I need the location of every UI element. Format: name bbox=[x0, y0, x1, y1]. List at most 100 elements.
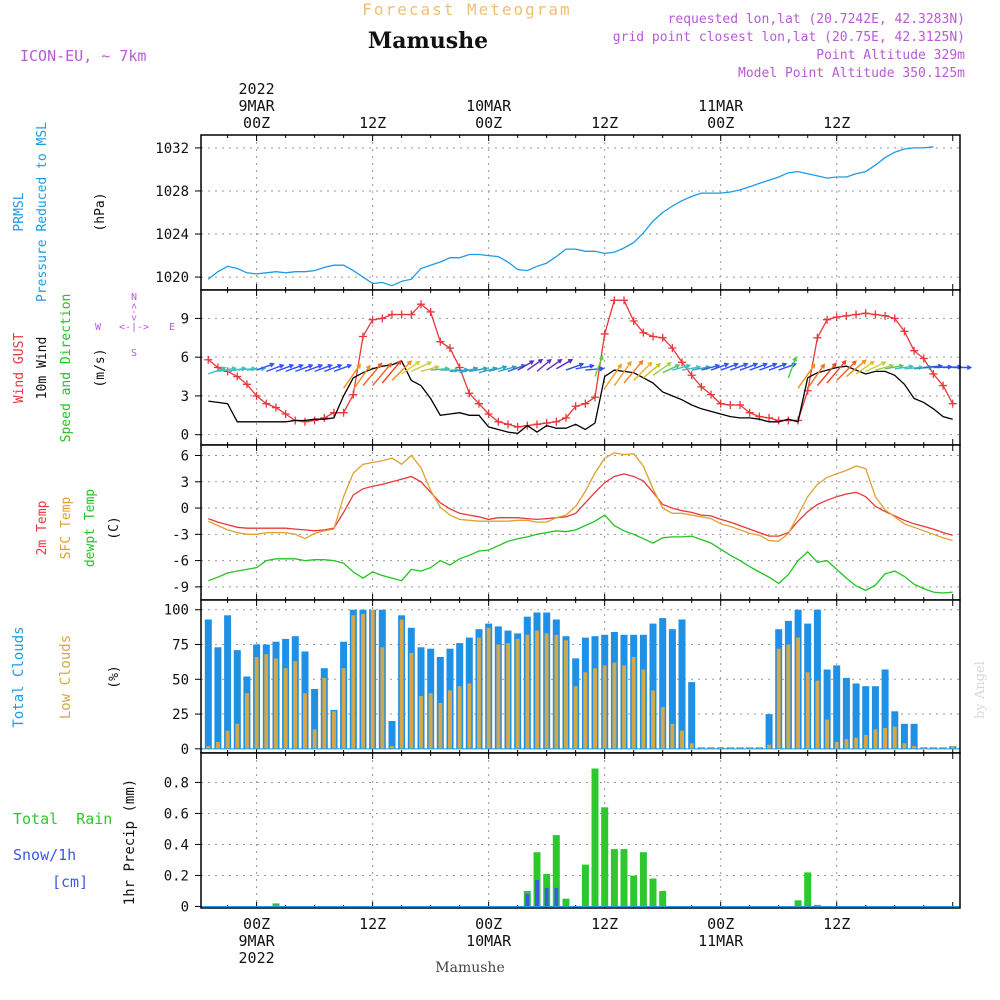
total-rain-label: Total Rain bbox=[13, 810, 112, 828]
wind-arrow bbox=[710, 362, 730, 371]
bar-low-clouds bbox=[815, 680, 820, 749]
bar-total-rain bbox=[601, 807, 609, 907]
point-altitude: Point Altitude 329m bbox=[816, 48, 965, 63]
series-line-10m-wind bbox=[208, 360, 953, 435]
gust-marker bbox=[387, 310, 396, 319]
bar-low-clouds bbox=[883, 728, 887, 749]
gust-marker bbox=[813, 333, 822, 342]
gridpoint-coords: grid point closest lon,lat (20.75E, 42.3… bbox=[613, 30, 965, 45]
bar-low-clouds bbox=[564, 640, 568, 749]
gust-marker bbox=[929, 369, 938, 378]
bar-total-clouds bbox=[224, 615, 232, 749]
bar-low-clouds bbox=[641, 669, 646, 749]
bar-total-clouds bbox=[900, 723, 908, 749]
wind-arrow bbox=[362, 362, 383, 387]
gust-marker bbox=[649, 332, 658, 341]
bar-low-clouds bbox=[728, 747, 733, 749]
bar-low-clouds bbox=[312, 729, 317, 749]
cloud-unit-label: (%) bbox=[107, 665, 122, 688]
bar-total-clouds bbox=[649, 623, 657, 749]
temperature-ytick-label: 0 bbox=[181, 501, 189, 517]
bar-low-clouds bbox=[544, 633, 549, 749]
bar-low-clouds bbox=[380, 647, 385, 749]
time-label: 00Z bbox=[475, 915, 502, 933]
gust-marker bbox=[426, 307, 435, 316]
wind-ytick-label: 3 bbox=[181, 389, 189, 405]
temperature-ytick-label: -6 bbox=[172, 554, 189, 570]
gust-marker bbox=[948, 399, 957, 408]
bar-low-clouds bbox=[361, 613, 365, 749]
wind-ytick-label: 6 bbox=[181, 350, 189, 366]
temperature-plot-area bbox=[201, 445, 960, 600]
wind-arrow bbox=[787, 356, 798, 379]
bar-low-clouds bbox=[738, 747, 742, 749]
wind-arrow bbox=[391, 360, 413, 381]
gust-marker bbox=[571, 402, 580, 411]
bar-low-clouds bbox=[535, 630, 539, 749]
bar-low-clouds bbox=[370, 609, 375, 749]
gust-marker bbox=[639, 328, 648, 337]
requested-coords: requested lon,lat (20.7242E, 42.3283N) bbox=[668, 12, 965, 27]
bar-low-clouds bbox=[216, 741, 220, 749]
wind-arrow bbox=[381, 359, 402, 384]
svg-text:E: E bbox=[169, 322, 175, 333]
gust-marker bbox=[358, 332, 367, 341]
precip-plot-area bbox=[201, 753, 960, 908]
bar-total-clouds bbox=[813, 609, 821, 749]
bar-total-clouds bbox=[311, 689, 319, 749]
wind-arrow bbox=[420, 365, 440, 373]
bar-low-clouds bbox=[660, 707, 665, 749]
precip-ytick-label: 0.4 bbox=[164, 837, 189, 853]
bar-low-clouds bbox=[805, 672, 810, 749]
time-label: 10MAR bbox=[466, 97, 512, 115]
wind-arrow bbox=[546, 358, 563, 371]
bar-snow-1h bbox=[554, 887, 559, 907]
series-line-sfc-temp bbox=[208, 452, 953, 542]
precip-unit-label: 1hr Precip (mm) bbox=[122, 779, 138, 905]
gust-marker bbox=[852, 310, 861, 319]
bar-total-clouds bbox=[881, 669, 889, 749]
svg-text:<->: <-> bbox=[128, 303, 139, 321]
temperature-ytick-label: 6 bbox=[181, 449, 189, 465]
time-label: 12Z bbox=[359, 915, 386, 933]
gust-marker bbox=[204, 355, 213, 364]
wind-arrow bbox=[275, 363, 295, 373]
gust-marker bbox=[281, 410, 290, 418]
gust-marker bbox=[378, 314, 387, 323]
time-label: 2022 bbox=[239, 80, 275, 98]
gust-marker bbox=[339, 408, 348, 417]
bar-low-clouds bbox=[670, 723, 675, 749]
bar-total-clouds bbox=[214, 647, 222, 749]
bar-low-clouds bbox=[322, 677, 327, 749]
bar-low-clouds bbox=[486, 627, 491, 749]
temperature-ytick-label: -9 bbox=[172, 580, 189, 596]
bar-total-clouds bbox=[388, 721, 396, 749]
bar-total-clouds bbox=[688, 682, 696, 749]
bar-low-clouds bbox=[341, 668, 346, 749]
bar-low-clouds bbox=[825, 719, 829, 749]
t2m-label: 2m Temp bbox=[35, 500, 50, 555]
gust-marker bbox=[494, 417, 503, 426]
bar-total-clouds bbox=[765, 714, 773, 749]
bar-low-clouds bbox=[283, 668, 288, 749]
bar-low-clouds bbox=[573, 686, 578, 749]
gust-marker bbox=[513, 422, 522, 431]
bar-low-clouds bbox=[873, 729, 878, 749]
bar-total-clouds bbox=[668, 629, 676, 749]
bar-low-clouds bbox=[467, 683, 472, 749]
bar-low-clouds bbox=[921, 747, 926, 749]
footer-location: Mamushe bbox=[435, 960, 504, 976]
bar-low-clouds bbox=[254, 657, 259, 749]
bar-low-clouds bbox=[332, 711, 336, 749]
gust-marker bbox=[349, 390, 358, 399]
gust-marker bbox=[658, 333, 667, 342]
temperature-ytick-label: 3 bbox=[181, 475, 189, 491]
gust-marker bbox=[620, 296, 629, 305]
clouds-ytick-label: 25 bbox=[172, 707, 189, 723]
gust-marker bbox=[310, 416, 319, 425]
bar-total-rain bbox=[659, 891, 667, 907]
forecast-label: Forecast Meteogram bbox=[362, 0, 571, 19]
gust-marker bbox=[687, 371, 696, 380]
